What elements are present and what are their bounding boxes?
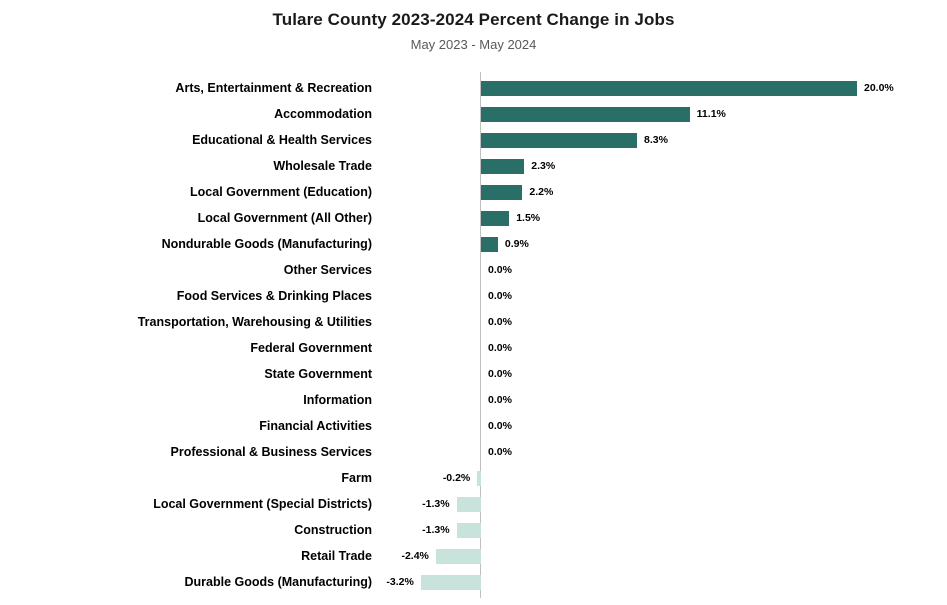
bar bbox=[481, 236, 498, 252]
category-label: Food Services & Drinking Places bbox=[176, 289, 372, 303]
value-label: -1.3% bbox=[422, 498, 450, 510]
value-label: 0.0% bbox=[488, 264, 512, 276]
category-label: Nondurable Goods (Manufacturing) bbox=[161, 237, 372, 251]
value-label: 0.0% bbox=[488, 290, 512, 302]
value-label: 0.0% bbox=[488, 342, 512, 354]
category-label: Retail Trade bbox=[301, 549, 372, 563]
category-label: Local Government (Education) bbox=[190, 185, 372, 199]
value-label: 11.1% bbox=[696, 108, 726, 120]
value-label: 0.9% bbox=[504, 238, 529, 250]
value-label: -3.2% bbox=[386, 576, 414, 588]
value-label: 0.0% bbox=[488, 394, 512, 406]
value-label: 2.2% bbox=[529, 186, 554, 198]
bar bbox=[456, 496, 481, 512]
bar bbox=[477, 470, 481, 486]
value-label: 20.0% bbox=[864, 82, 894, 94]
bar bbox=[481, 184, 523, 200]
chart-title: Tulare County 2023-2024 Percent Change i… bbox=[272, 10, 675, 29]
category-label: Transportation, Warehousing & Utilities bbox=[137, 315, 372, 329]
category-label: Local Government (Special Districts) bbox=[153, 497, 372, 511]
value-label: -2.4% bbox=[401, 550, 429, 562]
bar bbox=[481, 158, 525, 174]
category-label: Arts, Entertainment & Recreation bbox=[175, 81, 372, 95]
category-label: Professional & Business Services bbox=[170, 445, 372, 459]
value-label: 2.3% bbox=[531, 160, 556, 172]
bar bbox=[481, 210, 510, 226]
value-label: -1.3% bbox=[422, 524, 450, 536]
value-label: -0.2% bbox=[442, 472, 471, 484]
value-label: 0.0% bbox=[488, 446, 512, 458]
bar bbox=[481, 80, 857, 96]
bar-chart-plot-area: Arts, Entertainment & Recreation 20.0% Acc… bbox=[0, 72, 947, 600]
zero-axis-line bbox=[480, 72, 481, 598]
category-label: Farm bbox=[341, 471, 372, 485]
value-label: 1.5% bbox=[516, 212, 541, 224]
category-label: Wholesale Trade bbox=[273, 159, 372, 173]
category-label: Financial Activities bbox=[259, 419, 372, 433]
category-label: Construction bbox=[294, 523, 372, 537]
category-label: Durable Goods (Manufacturing) bbox=[184, 575, 373, 589]
bar bbox=[456, 522, 481, 538]
chart-subtitle: May 2023 - May 2024 bbox=[410, 37, 537, 52]
value-label: 0.0% bbox=[488, 316, 512, 328]
bar bbox=[435, 548, 481, 564]
category-label: Federal Government bbox=[250, 341, 372, 355]
bar bbox=[481, 132, 638, 148]
category-label: Educational & Health Services bbox=[192, 133, 372, 147]
category-label: Accommodation bbox=[274, 107, 372, 121]
value-label: 8.3% bbox=[644, 134, 668, 146]
category-label: Information bbox=[303, 393, 372, 407]
bar bbox=[481, 106, 690, 122]
category-label: Local Government (All Other) bbox=[197, 211, 372, 225]
value-label: 0.0% bbox=[488, 368, 512, 380]
value-label: 0.0% bbox=[488, 420, 512, 432]
category-label: Other Services bbox=[283, 263, 372, 277]
category-label: State Government bbox=[264, 367, 372, 381]
bar bbox=[420, 574, 481, 590]
